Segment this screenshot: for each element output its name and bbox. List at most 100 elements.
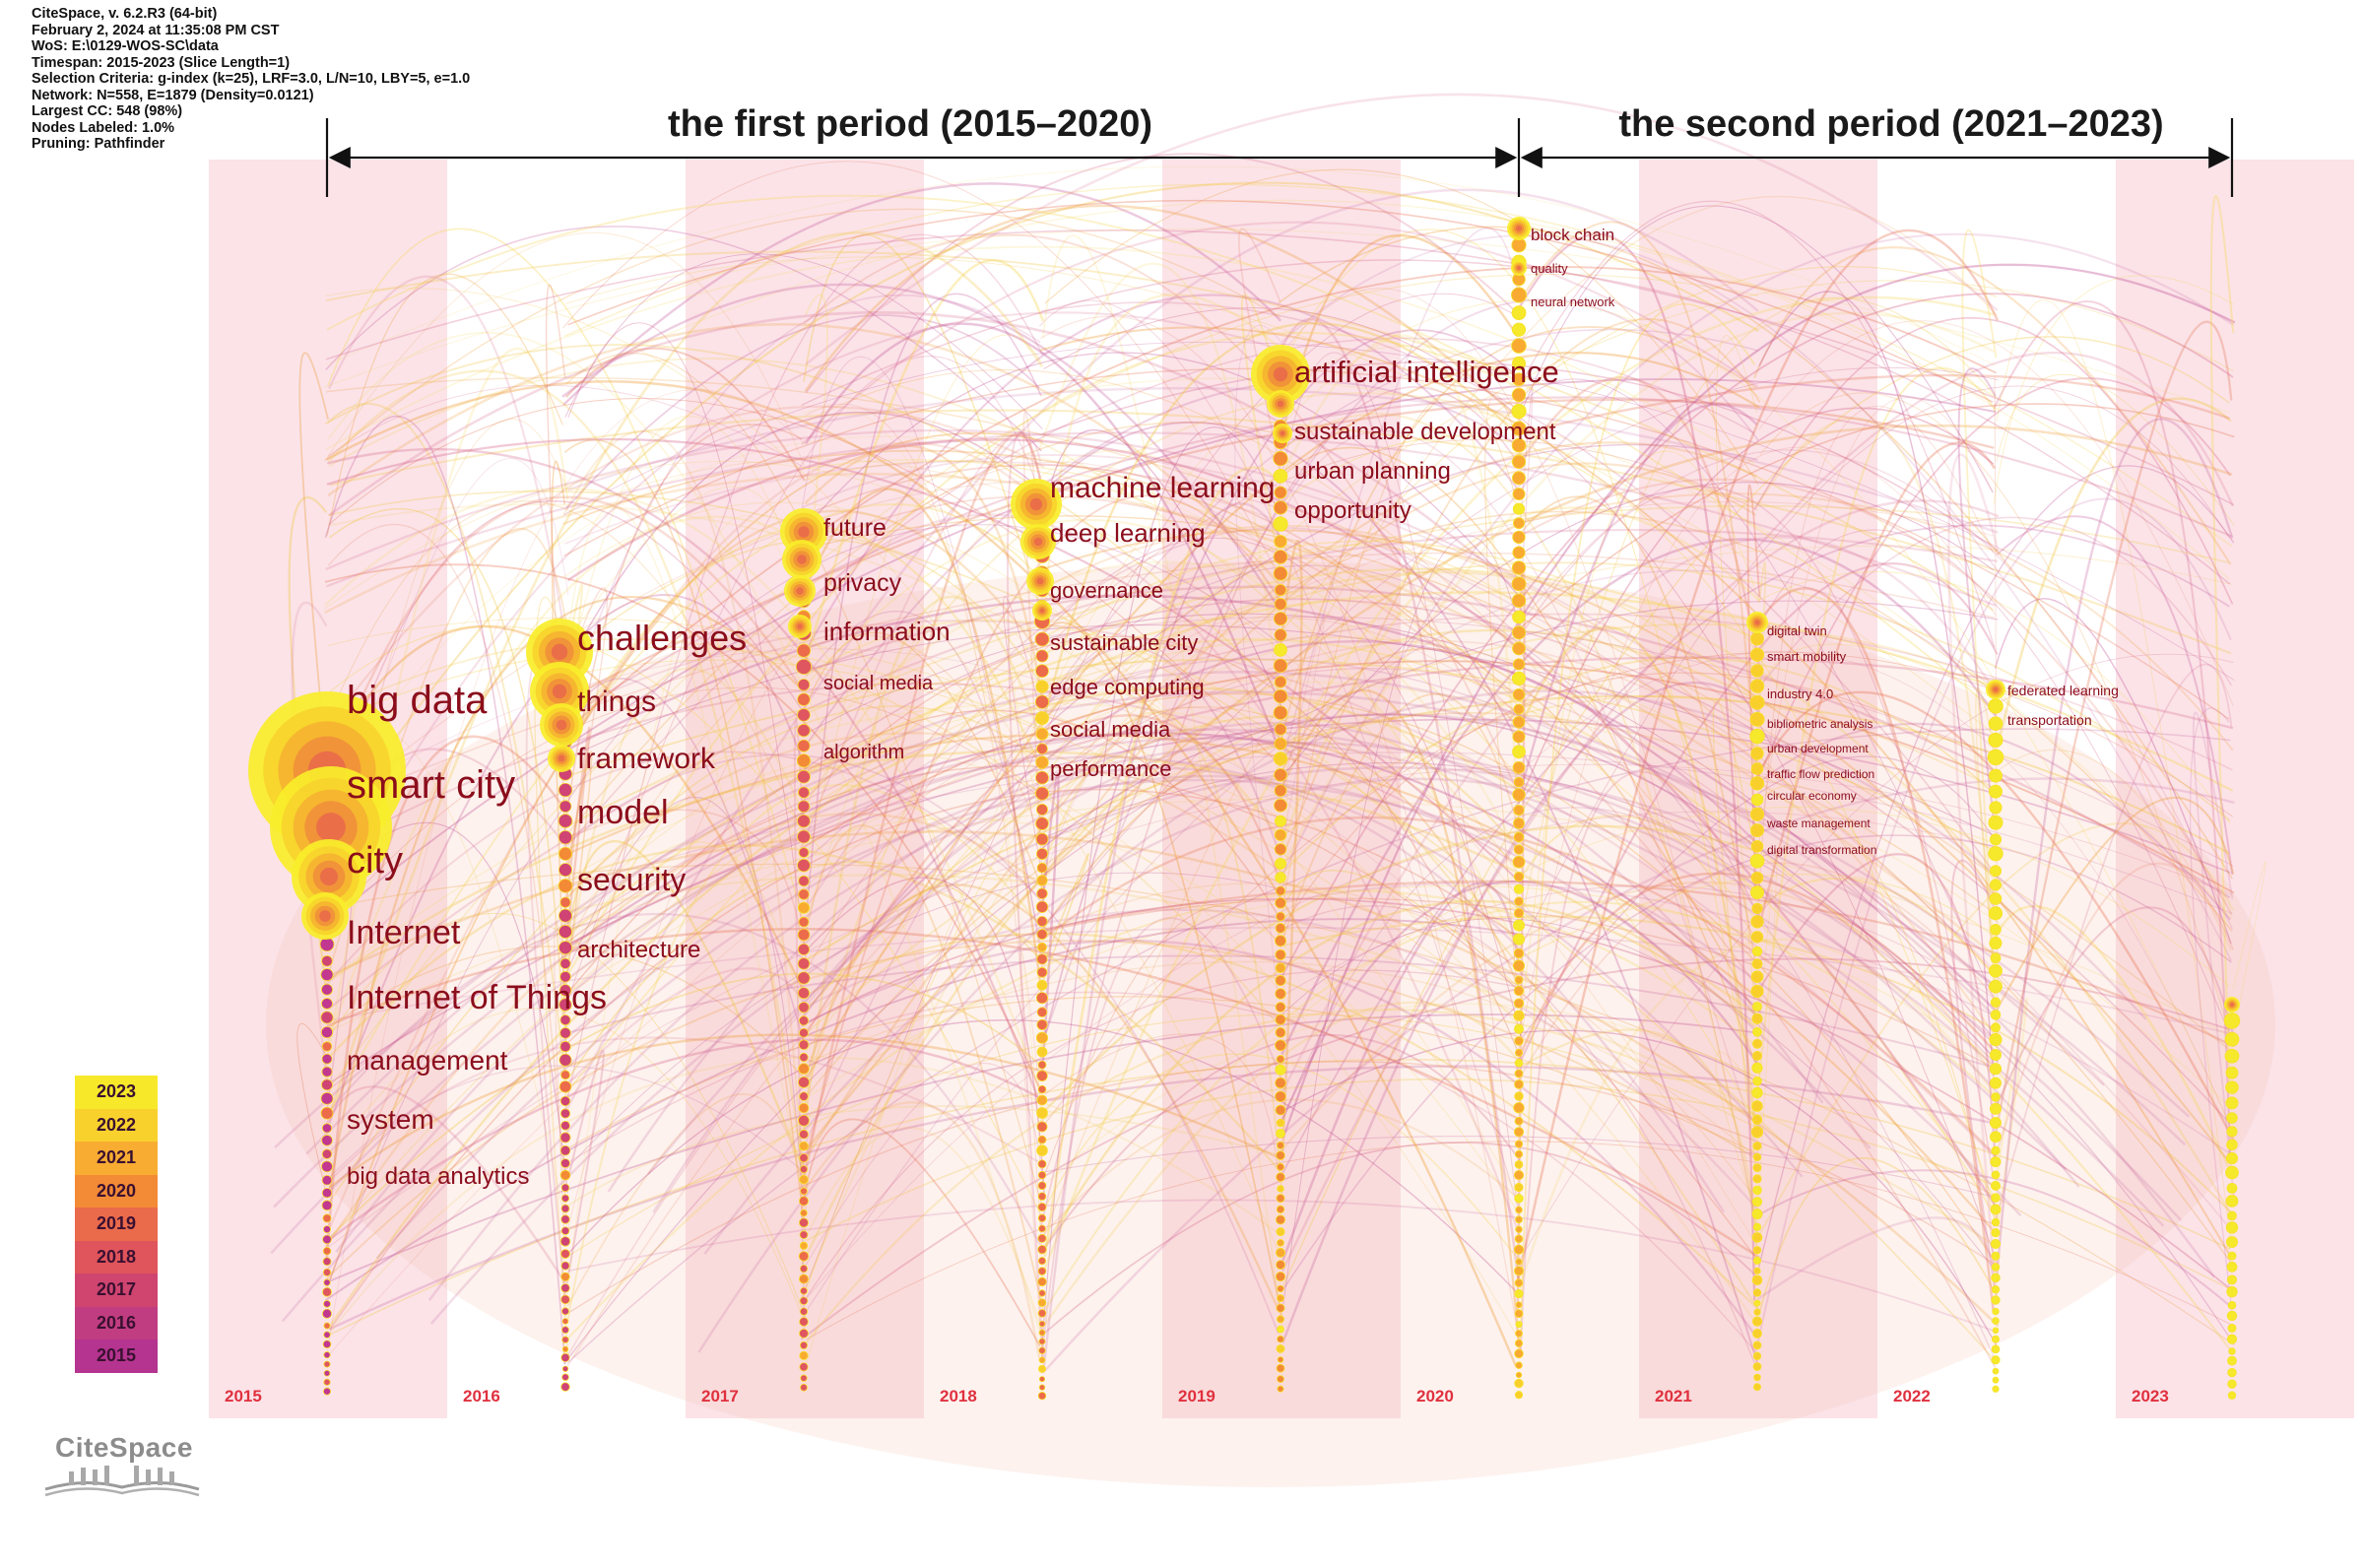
keyword-node xyxy=(1038,1320,1046,1328)
keyword-node xyxy=(2227,1300,2237,1310)
edge xyxy=(326,376,2234,1054)
edge xyxy=(1996,515,2234,876)
keyword-node xyxy=(1512,372,1526,386)
keyword-label: traffic flow prediction xyxy=(1767,767,1874,781)
edge xyxy=(327,596,805,1198)
keyword-node xyxy=(1991,1295,2001,1305)
keyword-node xyxy=(798,1015,810,1026)
keyword-node xyxy=(1512,658,1526,671)
edge xyxy=(562,753,1280,1335)
meta-pruning: Pruning: Pathfinder xyxy=(32,136,165,152)
keyword-node xyxy=(1991,1092,2001,1102)
edge xyxy=(802,567,1760,797)
edge xyxy=(1038,741,1521,990)
edge xyxy=(1519,386,1534,583)
keyword-node xyxy=(2225,1235,2238,1248)
keyword-node xyxy=(1035,664,1049,679)
edge xyxy=(565,353,1043,1209)
keyword-node xyxy=(2224,1031,2240,1047)
keyword-node xyxy=(2226,1112,2238,1124)
edge xyxy=(1996,374,2235,526)
keyword-node xyxy=(1274,798,1287,813)
keyword-node xyxy=(1274,535,1287,549)
keyword-node xyxy=(799,1152,809,1163)
keyword-node xyxy=(322,1268,332,1276)
edge-long xyxy=(273,728,2165,1227)
keyword-node xyxy=(1274,828,1287,841)
edge xyxy=(793,718,806,1331)
keyword-node xyxy=(1036,1046,1048,1058)
citespace-logo: CiteSpace xyxy=(39,1426,207,1505)
edge xyxy=(1518,373,2230,435)
keyword-node xyxy=(1989,963,2003,978)
edge xyxy=(1280,647,1758,1018)
keyword-node xyxy=(2225,1096,2239,1110)
edge xyxy=(1280,882,2235,1157)
edge xyxy=(1043,570,2233,1216)
keyword-node xyxy=(2225,1066,2239,1079)
edge xyxy=(325,718,2231,1087)
edge xyxy=(328,844,1281,1172)
edge xyxy=(1043,900,1996,1311)
keyword-node xyxy=(798,1039,810,1051)
edge xyxy=(325,288,1280,1254)
keyword-label: privacy xyxy=(823,569,902,597)
edge xyxy=(1517,478,2233,916)
edge xyxy=(802,623,1999,1037)
keyword-node xyxy=(1274,598,1287,611)
edge xyxy=(1044,638,2233,1353)
year-label-2023: 2023 xyxy=(2132,1387,2169,1405)
edge xyxy=(562,594,2000,1014)
keyword-node xyxy=(1274,723,1287,736)
keyword-node xyxy=(2227,1355,2237,1366)
edge xyxy=(1993,275,2234,505)
keyword-node xyxy=(797,858,811,873)
keyword-node xyxy=(796,643,812,658)
keyword-label: digital twin xyxy=(1767,623,1827,638)
edge xyxy=(562,840,804,1169)
keyword-node xyxy=(1035,992,1049,1005)
edge xyxy=(328,798,2230,1037)
edge xyxy=(565,667,1760,1359)
edge xyxy=(1040,377,2233,919)
keyword-node xyxy=(1751,1062,1763,1074)
edge xyxy=(1280,536,2000,1094)
keyword-node xyxy=(1513,831,1525,843)
keyword-node xyxy=(797,987,811,1000)
keyword-node xyxy=(1276,1055,1285,1064)
edge xyxy=(563,233,1044,1115)
keyword-node xyxy=(1036,929,1048,941)
keyword-node xyxy=(558,1053,572,1067)
keyword-node xyxy=(1989,801,2003,815)
keyword-node xyxy=(799,1307,809,1316)
edge xyxy=(805,403,1042,1247)
edge xyxy=(1044,1033,1279,1171)
edge xyxy=(801,293,1520,1300)
keyword-node xyxy=(797,800,811,814)
edge xyxy=(327,332,1041,1332)
keyword-node xyxy=(2226,1139,2238,1151)
keyword-node xyxy=(1988,698,2003,714)
keyword-node xyxy=(799,1027,809,1038)
keyword-node xyxy=(321,1187,333,1199)
metadata-block: CiteSpace, v. 6.2.R3 (64-bit) February 2… xyxy=(32,6,470,153)
hub-node xyxy=(301,892,349,940)
keyword-node xyxy=(1037,1233,1047,1243)
edge xyxy=(1042,1136,1997,1199)
edge xyxy=(563,678,806,1046)
keyword-node xyxy=(560,1352,570,1362)
keyword-node xyxy=(1275,1090,1286,1103)
edge xyxy=(1040,772,1060,1078)
keyword-node xyxy=(322,1225,331,1234)
edge xyxy=(1758,320,2234,706)
keyword-node xyxy=(559,1144,571,1156)
edge xyxy=(328,1033,1284,1189)
edge xyxy=(1038,299,1519,1207)
edge xyxy=(325,229,2234,506)
edge xyxy=(1992,663,2233,1228)
keyword-node xyxy=(559,957,571,969)
keyword-node xyxy=(1273,516,1288,532)
edge xyxy=(1753,850,1778,1272)
edge xyxy=(325,226,1043,452)
edge xyxy=(800,431,1042,849)
